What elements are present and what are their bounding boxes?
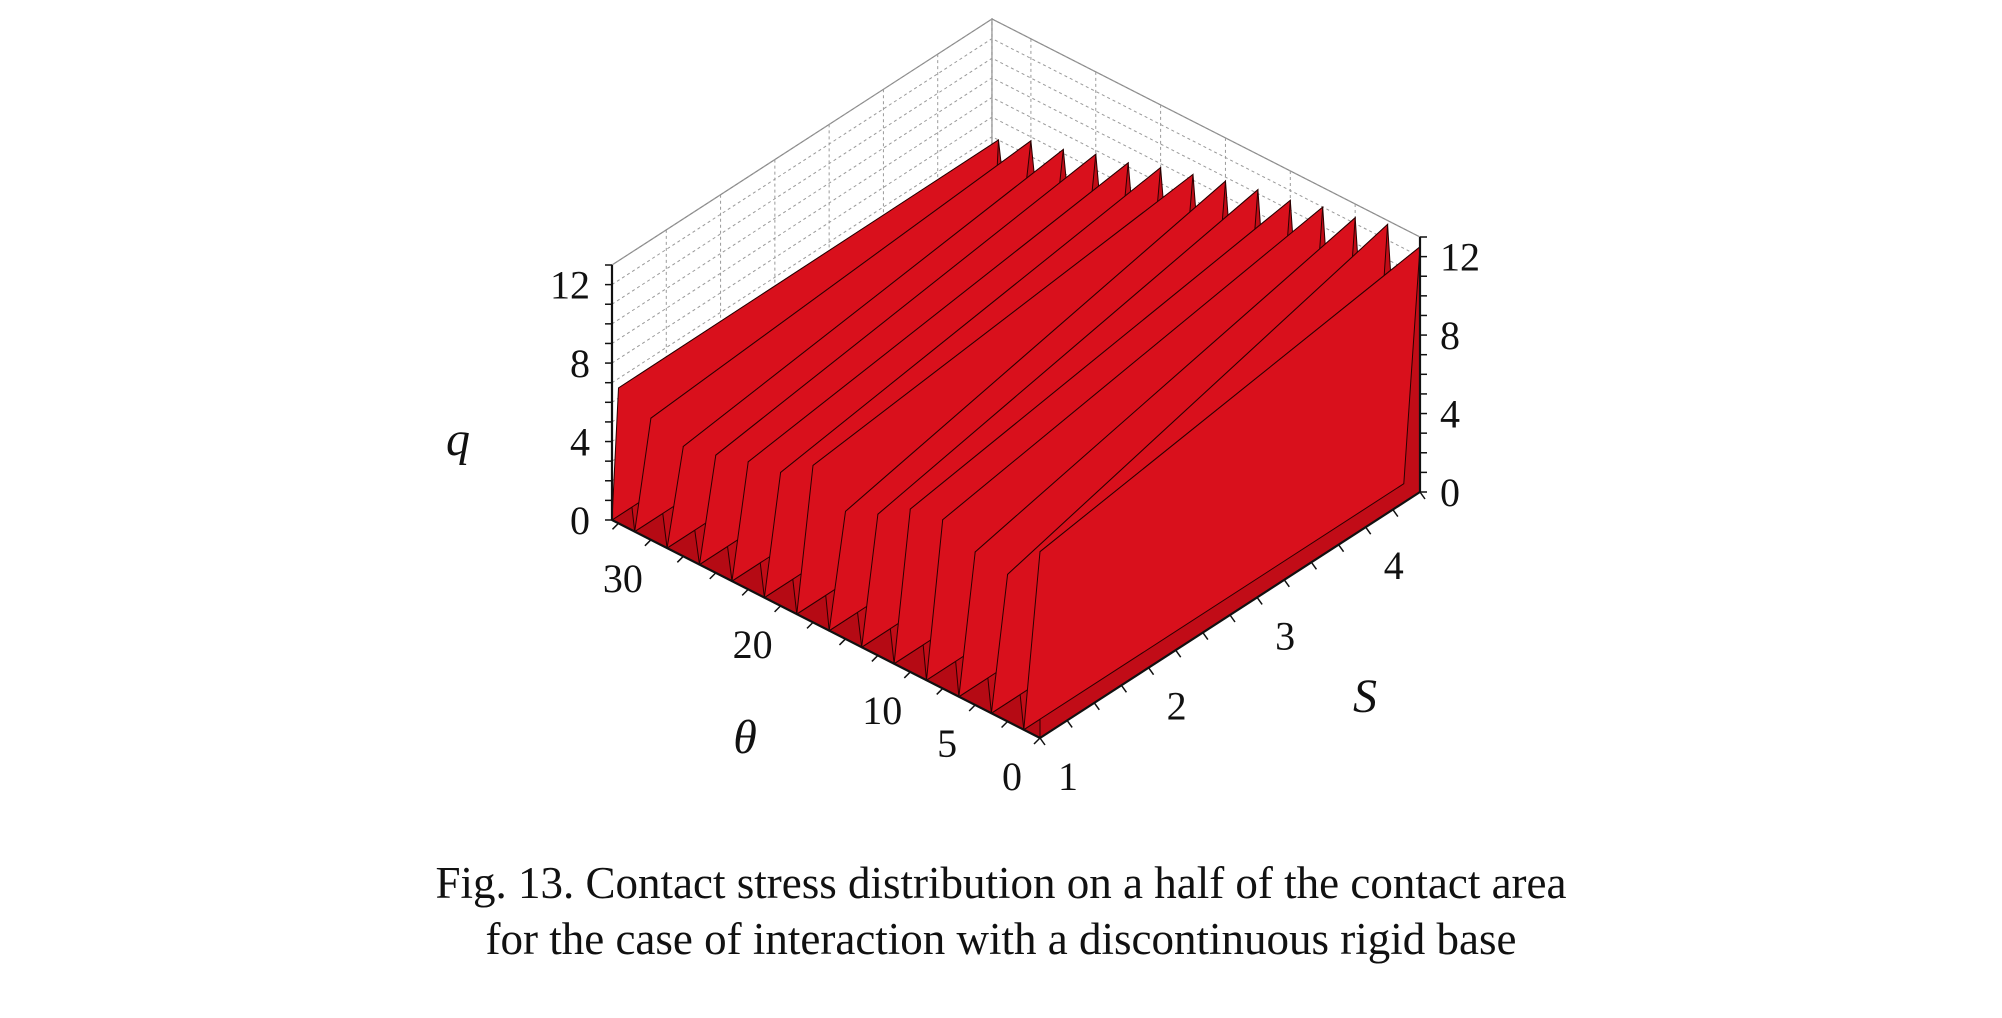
- theta-tick-label: 20: [733, 622, 773, 667]
- s-tick-mark: [1256, 596, 1263, 605]
- theta-tick-mark: [611, 522, 620, 530]
- grid-line-q: [611, 77, 1421, 325]
- theta-tick-mark: [774, 605, 782, 613]
- theta-tick-mark: [1001, 720, 1009, 729]
- theta-tick-label: 10: [862, 688, 902, 733]
- z-tick-label-right: 12: [1440, 235, 1480, 280]
- theta-tick-mark: [644, 539, 652, 547]
- surface-spikes: [611, 139, 1421, 739]
- figure-caption: Fig. 13. Contact stress distribution on …: [0, 855, 2002, 967]
- theta-tick-mark: [1033, 737, 1041, 745]
- s-tick-mark: [1202, 632, 1209, 641]
- theta-tick-mark: [968, 704, 976, 712]
- s-tick-mark: [1310, 561, 1318, 570]
- x-axis-label: S: [1353, 670, 1377, 723]
- s-tick-mark: [1419, 491, 1426, 500]
- theta-tick-mark: [806, 621, 814, 629]
- surface-face-front: [1023, 245, 1421, 731]
- theta-tick-mark: [741, 588, 749, 596]
- z-tick-label-right: 8: [1440, 313, 1460, 358]
- caption-line-1: Fig. 13. Contact stress distribution on …: [435, 858, 1567, 908]
- s-tick-mark: [1175, 649, 1182, 658]
- grid-line-q: [611, 136, 1421, 384]
- z-axis-label: q: [446, 413, 470, 466]
- s-tick-mark: [1066, 719, 1073, 728]
- z-tick-label-right: 4: [1440, 392, 1460, 437]
- s-tick-mark: [1093, 702, 1100, 711]
- s-tick-label: 3: [1275, 613, 1295, 658]
- theta-tick-mark: [903, 671, 911, 679]
- s-tick-label: 4: [1384, 543, 1404, 588]
- z-tick-label: 12: [550, 263, 590, 308]
- s-tick-label: 2: [1167, 684, 1187, 729]
- theta-tick-label: 5: [937, 721, 957, 766]
- s-tick-mark: [1120, 684, 1128, 693]
- z-tick-label: 8: [570, 341, 590, 386]
- z-tick-label: 4: [570, 420, 590, 465]
- theta-tick-mark: [838, 638, 846, 646]
- caption-line-2: for the case of interaction with a disco…: [485, 914, 1517, 964]
- s-tick-mark: [1147, 667, 1155, 676]
- theta-tick-mark: [936, 687, 944, 695]
- theta-tick-mark: [709, 572, 717, 580]
- z-tick-label-right: 0: [1440, 470, 1460, 515]
- s-tick-mark: [1337, 544, 1345, 553]
- y-axis-label: θ: [733, 711, 757, 764]
- z-tick-label: 0: [570, 498, 590, 543]
- s-tick-mark: [1392, 509, 1399, 518]
- theta-tick-mark: [871, 654, 879, 662]
- s-tick-label: 1: [1058, 754, 1078, 799]
- s-tick-mark: [1229, 614, 1236, 623]
- s-tick-mark: [1283, 579, 1290, 588]
- s-tick-mark: [1365, 526, 1372, 535]
- grid-line-q: [611, 57, 1421, 305]
- theta-tick-label: 30: [603, 556, 643, 601]
- theta-tick-mark: [676, 555, 684, 563]
- surface-spike: [1022, 245, 1421, 739]
- axes: [605, 236, 1427, 746]
- theta-tick-label: 0: [1002, 754, 1022, 799]
- s-tick-mark: [1039, 737, 1046, 746]
